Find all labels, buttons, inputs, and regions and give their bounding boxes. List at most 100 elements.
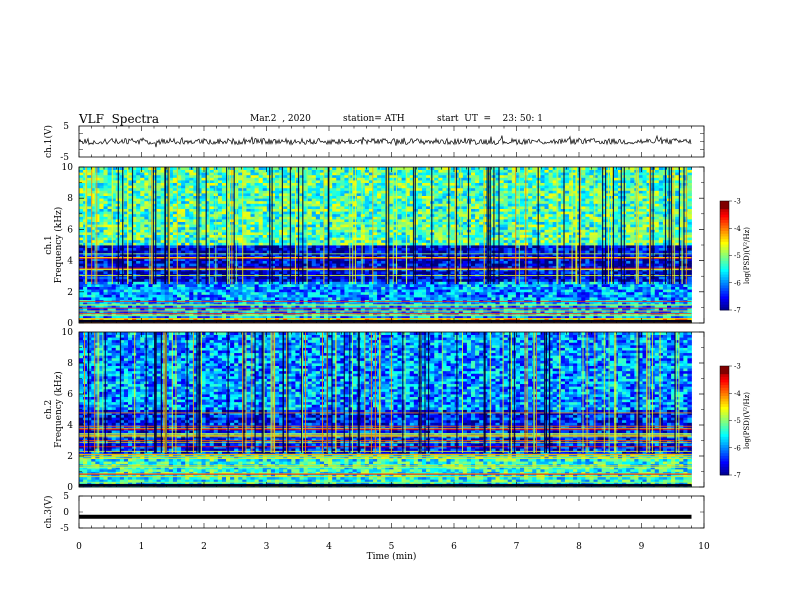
spectrogram-cell (564, 307, 570, 311)
spectrogram-cell (91, 291, 96, 295)
start-time-label: start UT = 23: 50: 1 (437, 114, 543, 124)
spectrogram-cell (242, 234, 247, 238)
spectrogram-cell (119, 317, 125, 321)
spectrogram-cell (348, 278, 353, 282)
spectrogram-cell (532, 291, 537, 295)
spectrogram-cell (577, 304, 582, 308)
spectrogram-cell (287, 284, 292, 287)
spectrogram-cell (520, 263, 525, 267)
spectrogram-cell (319, 289, 325, 293)
spectrogram-cell (254, 271, 260, 274)
spectrogram-cell (221, 234, 227, 238)
spectrogram-cell (103, 250, 108, 254)
spectrogram-cell (475, 258, 480, 261)
spectrogram-cell (328, 294, 333, 298)
spectrogram-cell (364, 312, 370, 316)
spectrogram-cell (581, 317, 586, 321)
spectrogram-cell (585, 245, 590, 248)
spectrogram-cell (393, 260, 398, 264)
spectrogram-cell (426, 291, 431, 295)
spectrogram-cell (262, 312, 268, 316)
spectrogram-cell (99, 297, 104, 300)
spectrogram-cell (532, 294, 537, 298)
spectrogram-cell (226, 263, 231, 267)
spectrogram-cell (258, 286, 264, 290)
spectrogram-cell (401, 281, 407, 285)
spectrogram-cell (618, 302, 623, 306)
spectrogram-cell (397, 263, 402, 267)
spectrogram-cell (511, 263, 517, 267)
spectrogram-cell (593, 315, 598, 319)
spectrogram-cell (515, 250, 521, 254)
spectrogram-cell (458, 297, 464, 300)
spectrogram-cell (275, 302, 280, 306)
spectrogram-cell (564, 242, 570, 246)
spectrogram-cell (238, 237, 243, 241)
spectrogram-cell (679, 239, 684, 243)
spectrogram-cell (136, 278, 141, 282)
spectrogram-cell (83, 294, 88, 298)
spectrogram-cell (295, 289, 300, 293)
spectrogram-cell (348, 245, 353, 248)
spectrogram-cell (230, 297, 235, 300)
spectrogram-cell (679, 304, 684, 308)
spectrogram-cell (205, 294, 211, 298)
spectrogram-cell (589, 245, 594, 248)
spectrogram-cell (487, 276, 492, 280)
spectrogram-cell (471, 281, 476, 285)
spectrogram-cell (532, 276, 537, 280)
spectrogram-cell (462, 312, 468, 316)
spectrogram-cell (675, 278, 680, 282)
spectrogram-cell (687, 276, 692, 280)
spectrogram-cell (613, 297, 619, 300)
spectrogram-cell (217, 237, 223, 241)
spectrogram-cell (409, 317, 415, 321)
spectrogram-cell (667, 315, 672, 319)
spectrogram-cell (115, 294, 121, 298)
spectrogram-cell (458, 315, 464, 319)
spectrogram-cell (381, 315, 386, 319)
spectrogram-cell (303, 276, 309, 280)
spectrogram-cell (405, 250, 411, 254)
spectrogram-cell (87, 255, 92, 259)
spectrogram-cell (79, 271, 84, 274)
spectrogram-cell (434, 289, 439, 293)
spectrogram-cell (262, 286, 268, 290)
spectrogram-cell (626, 242, 631, 246)
spectrogram-cell (658, 286, 664, 290)
spectrogram-cell (160, 281, 166, 285)
spectrogram-cell (515, 281, 521, 285)
spectrogram-cell (79, 307, 84, 311)
spectrogram-cell (413, 281, 419, 285)
spectrogram-cell (515, 297, 521, 300)
spectrogram-cell (332, 286, 337, 290)
spectrogram-cell (601, 284, 607, 287)
spectrogram-cell (132, 281, 137, 285)
spectrogram-cell (132, 258, 137, 261)
spectrogram-cell (258, 265, 264, 269)
spectrogram-cell (258, 278, 264, 282)
spectrogram-cell (128, 263, 133, 267)
spectrogram-cell (528, 286, 533, 290)
spectrogram-cell (475, 307, 480, 311)
spectrogram-cell (193, 297, 198, 300)
spectrogram-cell (254, 242, 260, 246)
spectrogram-cell (352, 286, 358, 290)
spectrogram-cell (491, 304, 496, 308)
spectrogram-cell (164, 260, 170, 264)
spectrogram-cell (630, 286, 635, 290)
spectrogram-cell (405, 312, 411, 316)
spectrogram-cell (226, 297, 231, 300)
spectrogram-cell (438, 263, 443, 267)
spectrogram-cell (409, 286, 415, 290)
spectrogram-cell (675, 265, 680, 269)
spectrogram-cell (679, 258, 684, 261)
spectrogram-cell (262, 304, 268, 308)
spectrogram-cell (291, 237, 296, 241)
spectrogram-cell (201, 276, 206, 280)
spectrogram-cell (658, 312, 664, 316)
spectrogram-cell (99, 286, 104, 290)
spectrogram-cell (373, 291, 378, 295)
spectrogram-cell (279, 307, 284, 311)
spectrogram-cell (319, 278, 325, 282)
